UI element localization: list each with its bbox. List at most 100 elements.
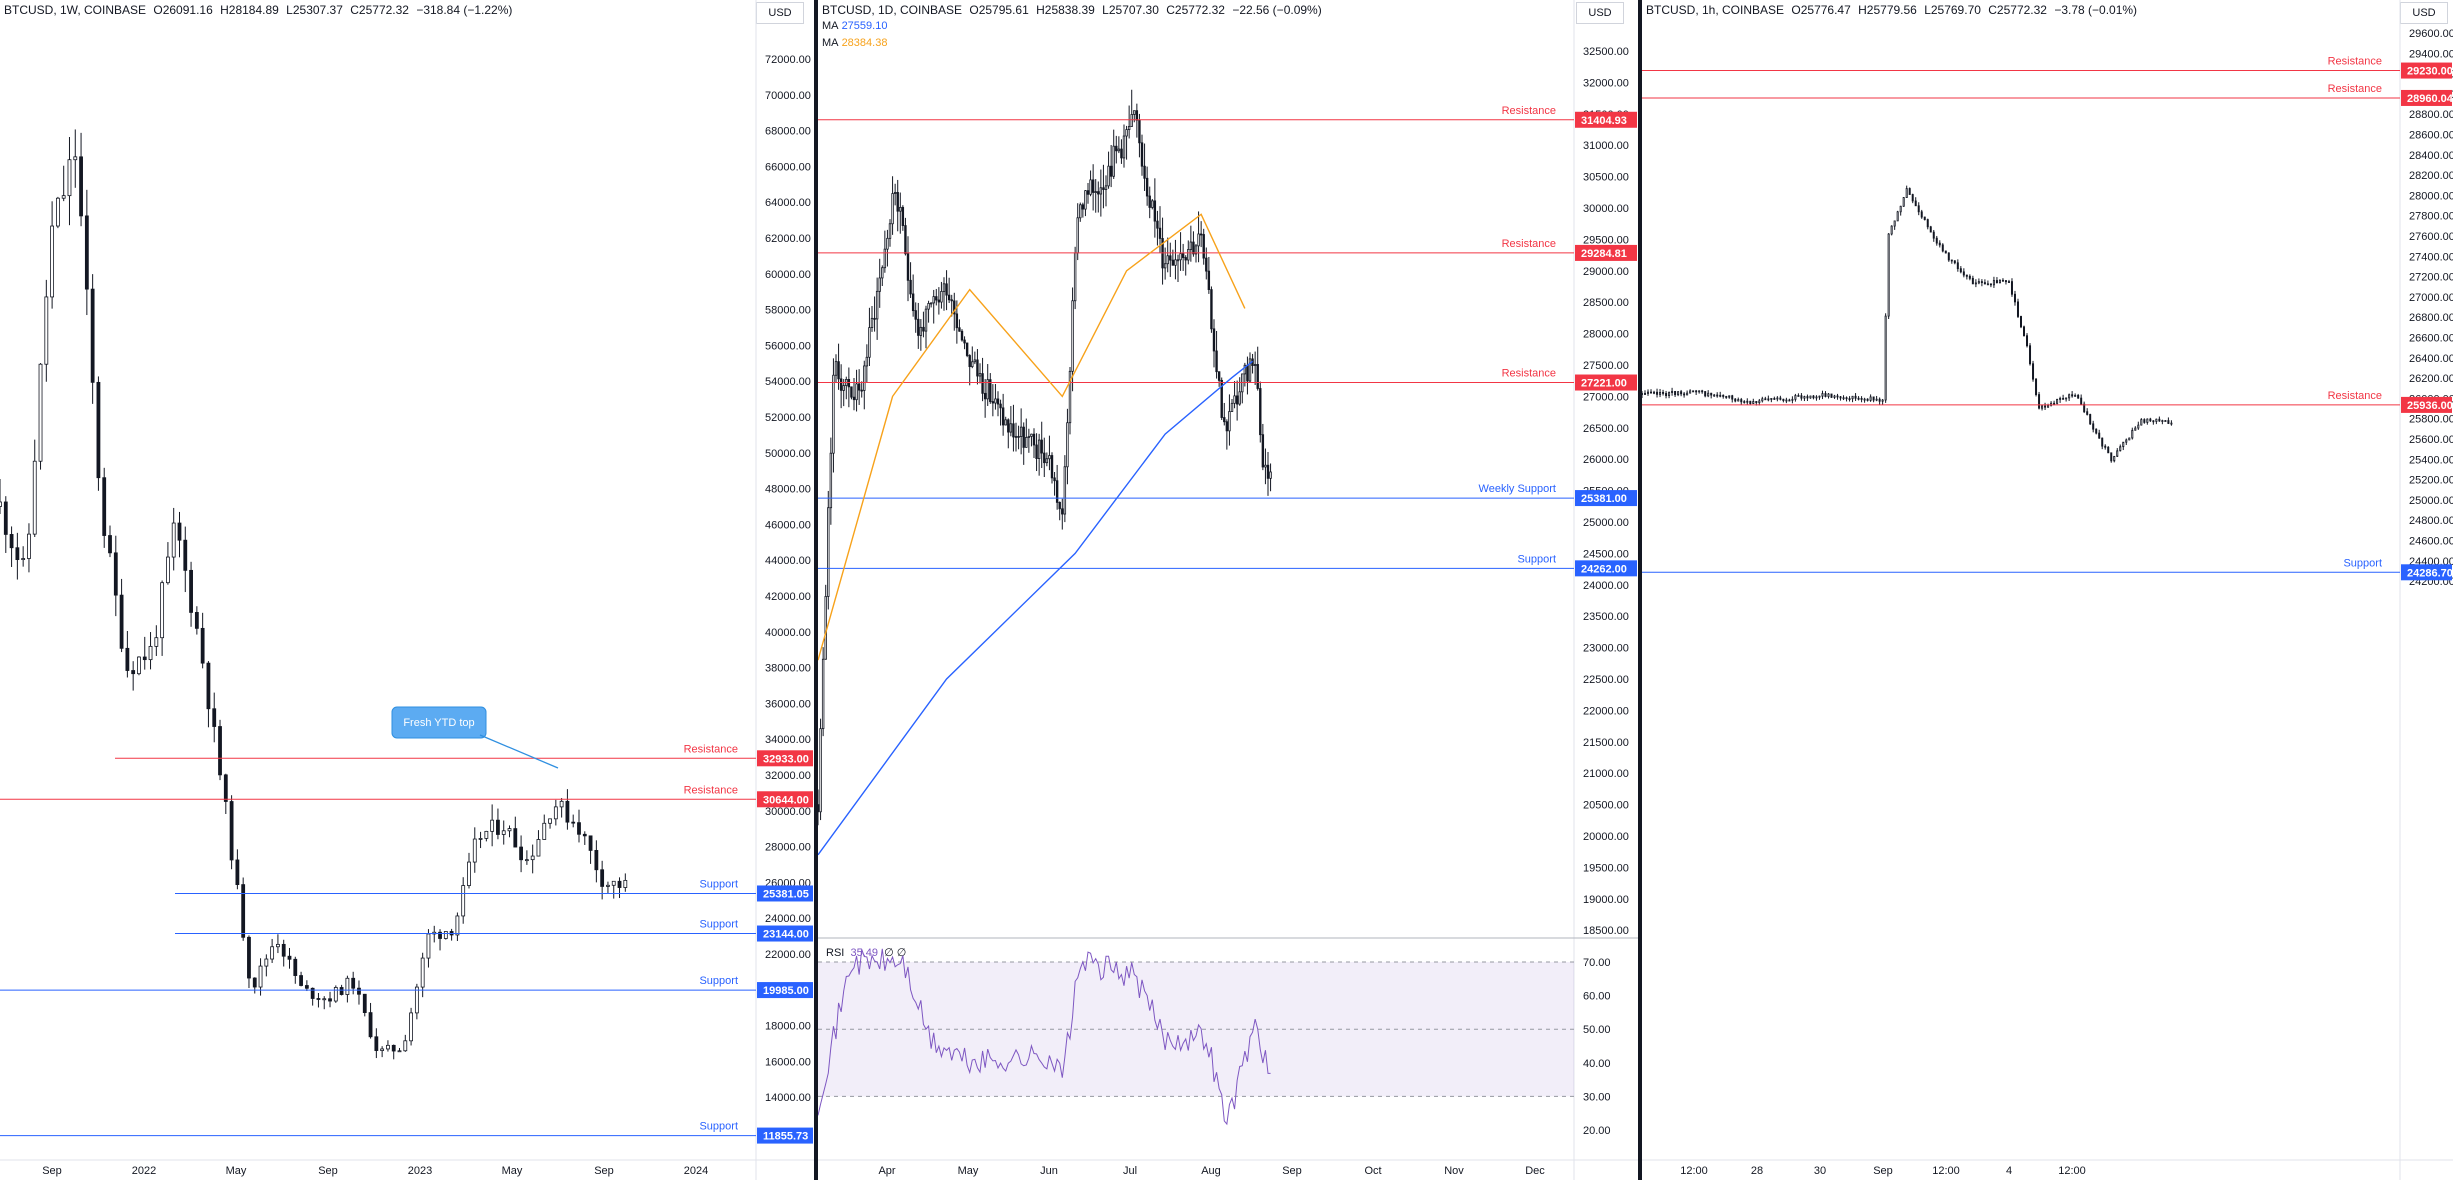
candle-body bbox=[1734, 398, 1737, 402]
daily-chart-pane[interactable]: BTCUSD, 1D, COINBASE O25795.61 H25838.39… bbox=[818, 0, 1638, 1180]
candle-body bbox=[102, 477, 107, 536]
price-tick-label: 30000.00 bbox=[765, 806, 811, 818]
candle-body bbox=[1104, 185, 1108, 190]
candle-body bbox=[1845, 397, 1848, 400]
price-tag-label: 27221.00 bbox=[1581, 378, 1627, 390]
candle-body bbox=[368, 1012, 373, 1038]
candle-body bbox=[1058, 501, 1061, 510]
candle-body bbox=[1836, 395, 1839, 398]
hourly-currency-button[interactable]: USD bbox=[2400, 2, 2448, 24]
candle-body bbox=[293, 958, 298, 976]
hourly-chart-svg[interactable]: 29600.0029400.0029200.0029000.0028800.00… bbox=[1642, 0, 2453, 1180]
candle-body bbox=[1977, 281, 1980, 284]
price-tag-label: 29284.81 bbox=[1581, 248, 1627, 260]
candle-body bbox=[3, 501, 8, 535]
candle-body bbox=[1264, 464, 1267, 468]
candle-body bbox=[386, 1044, 390, 1050]
candle-body bbox=[1171, 259, 1175, 266]
candle-body bbox=[847, 379, 851, 388]
weekly-chart-svg[interactable]: 72000.00 70000.00 68000.00 66000.00 64000.00… bbox=[0, 0, 814, 1180]
support-level-label: Support bbox=[699, 975, 738, 987]
candle-body bbox=[1012, 423, 1015, 438]
candle-body bbox=[1025, 437, 1028, 448]
candle-body bbox=[559, 800, 564, 808]
price-tick-label: 42000.00 bbox=[765, 591, 811, 603]
candle-body bbox=[397, 1050, 402, 1053]
candle-body bbox=[2083, 403, 2086, 413]
candle-body bbox=[2056, 398, 2059, 404]
candle-body bbox=[1174, 259, 1177, 266]
candle-body bbox=[1009, 423, 1013, 433]
hourly-chart-pane[interactable]: BTCUSD, 1h, COINBASE O25776.47 H25779.56… bbox=[1642, 0, 2453, 1180]
candle-body bbox=[2140, 419, 2143, 426]
candle-body bbox=[61, 195, 66, 199]
candle-body bbox=[1235, 395, 1239, 405]
candle-body bbox=[1842, 397, 1845, 400]
candle-body bbox=[818, 804, 820, 813]
candle-body bbox=[299, 975, 303, 986]
candle-body bbox=[994, 398, 997, 404]
candle-body bbox=[1683, 393, 1686, 396]
candle-body bbox=[2007, 281, 2010, 283]
candle-body bbox=[1932, 231, 1935, 239]
candle-body bbox=[996, 398, 1000, 405]
candle-body bbox=[1084, 190, 1087, 210]
candle-body bbox=[1953, 260, 1956, 264]
price-tick-label: 29400.00 bbox=[2409, 48, 2453, 60]
weekly-chart-pane[interactable]: BTCUSD, 1W, COINBASE O26091.16 H28184.89… bbox=[0, 0, 814, 1180]
candle-body bbox=[1148, 195, 1151, 208]
daily-chart-svg[interactable]: 32500.0032000.0031500.0031000.0030500.00… bbox=[818, 0, 1638, 1180]
time-tick-label: 2022 bbox=[132, 1165, 156, 1177]
candle-body bbox=[38, 363, 43, 462]
candle-body bbox=[1656, 391, 1659, 395]
candle-body bbox=[171, 522, 176, 558]
daily-currency-button[interactable]: USD bbox=[1576, 2, 1624, 24]
candle-body bbox=[924, 308, 928, 332]
price-tick-label: 54000.00 bbox=[765, 376, 811, 388]
candle-body bbox=[0, 501, 2, 507]
candle-body bbox=[339, 987, 344, 995]
candle-body bbox=[865, 356, 869, 367]
candle-body bbox=[571, 821, 576, 824]
candle-body bbox=[9, 534, 14, 549]
candle-body bbox=[322, 998, 327, 1001]
candle-body bbox=[1665, 393, 1668, 396]
candle-body bbox=[154, 637, 159, 647]
candle-body bbox=[166, 556, 170, 584]
candle-body bbox=[1189, 241, 1193, 250]
candle-body bbox=[2010, 281, 2013, 295]
pane-divider[interactable] bbox=[1638, 0, 1642, 1180]
candle-body bbox=[945, 283, 948, 296]
time-tick-label: Jul bbox=[1123, 1165, 1137, 1177]
candle-body bbox=[860, 389, 863, 392]
candle-body bbox=[1875, 398, 1878, 401]
candle-body bbox=[588, 835, 593, 851]
resistance-level-label: Resistance bbox=[2328, 390, 2382, 402]
candle-body bbox=[496, 819, 500, 835]
candle-body bbox=[2143, 419, 2146, 423]
candle-body bbox=[1158, 227, 1162, 239]
candle-body bbox=[1215, 350, 1218, 373]
candle-body bbox=[443, 931, 448, 939]
candle-body bbox=[947, 294, 951, 301]
candle-body bbox=[932, 296, 935, 304]
price-tick-label: 29600.00 bbox=[2409, 28, 2453, 40]
candle-body bbox=[1179, 253, 1182, 261]
candle-body bbox=[374, 1036, 379, 1051]
candle-body bbox=[414, 986, 419, 1014]
price-tick-label: 72000.00 bbox=[765, 54, 811, 66]
candle-body bbox=[1773, 398, 1776, 400]
time-tick-label: 12:00 bbox=[1932, 1165, 1960, 1177]
price-tick-label: 22500.00 bbox=[1583, 674, 1629, 686]
candle-body bbox=[1035, 444, 1038, 459]
price-tick-label: 28000.00 bbox=[1583, 329, 1629, 341]
time-tick-label: May bbox=[226, 1165, 247, 1177]
candle-body bbox=[937, 299, 941, 303]
candle-body bbox=[1905, 188, 1908, 198]
candle-body bbox=[119, 594, 124, 649]
candle-body bbox=[1710, 392, 1713, 396]
pane-divider[interactable] bbox=[814, 0, 818, 1180]
candle-body bbox=[1086, 190, 1090, 195]
candle-body bbox=[206, 662, 211, 710]
price-tag-label: 19985.00 bbox=[763, 985, 809, 997]
